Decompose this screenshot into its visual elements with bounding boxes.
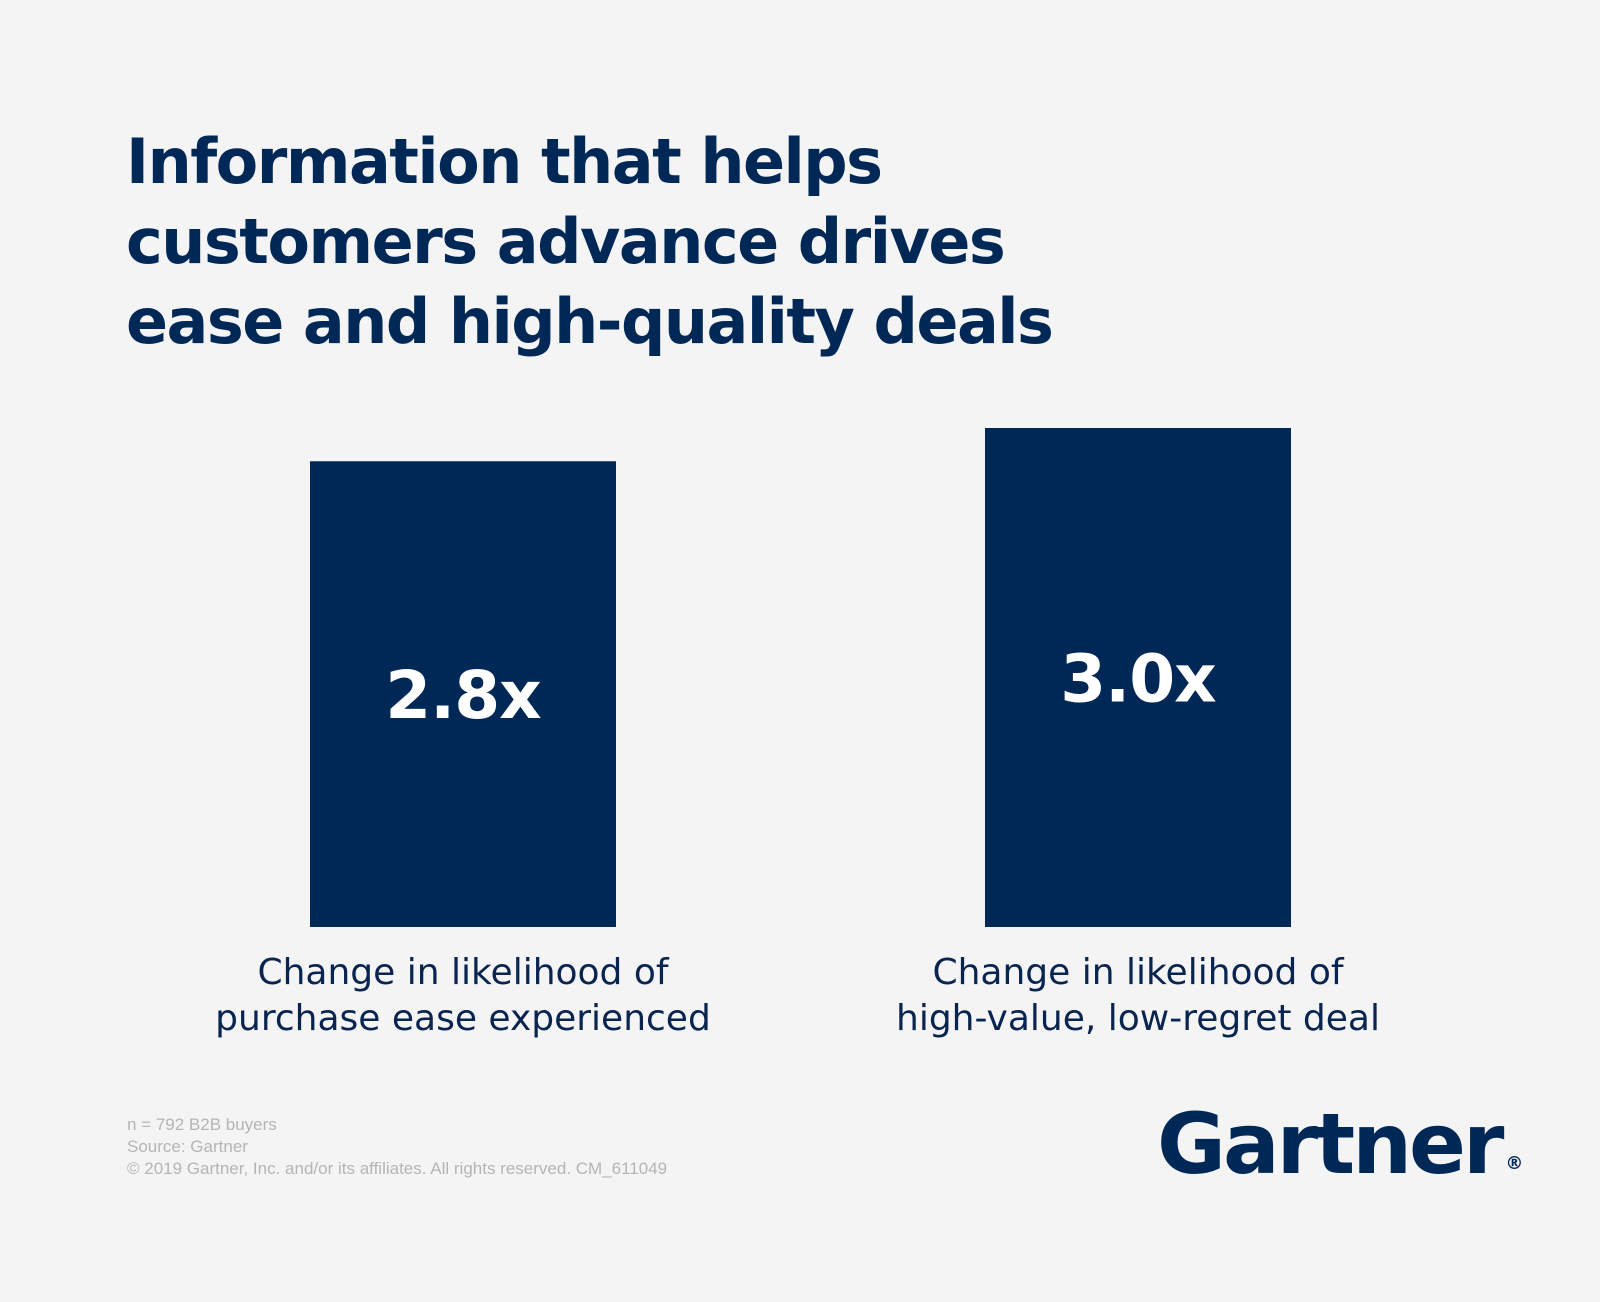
category-label-1-line-1: Change in likelihood of [257,952,669,993]
footnote-source: Source: Gartner [127,1137,248,1156]
chart-title-line-2: customers advance drives [126,205,1006,278]
category-label-2-line-2: high-value, low-regret deal [896,998,1380,1039]
bar-value-label-2: 3.0x [1060,641,1216,718]
bar-value-label-1: 2.8x [385,657,541,734]
chart-title: Information that helps customers advance… [126,122,1054,362]
footnote: n = 792 B2B buyers Source: Gartner © 201… [127,1114,667,1180]
footnote-sample-size: n = 792 B2B buyers [127,1115,277,1134]
category-label-2-line-1: Change in likelihood of [932,952,1344,993]
registered-mark: ® [1505,1153,1524,1174]
bar-1 [310,461,616,927]
gartner-logo: Gartner ® [1157,1094,1523,1218]
category-label-1-line-2: purchase ease experienced [215,998,711,1039]
gartner-logo-text: Gartner [1157,1095,1504,1193]
bar-2 [985,428,1291,927]
footnote-copyright: © 2019 Gartner, Inc. and/or its affiliat… [127,1159,668,1178]
chart-title-line-1: Information that helps [126,125,883,198]
chart-title-line-3: ease and high-quality deals [126,285,1054,358]
